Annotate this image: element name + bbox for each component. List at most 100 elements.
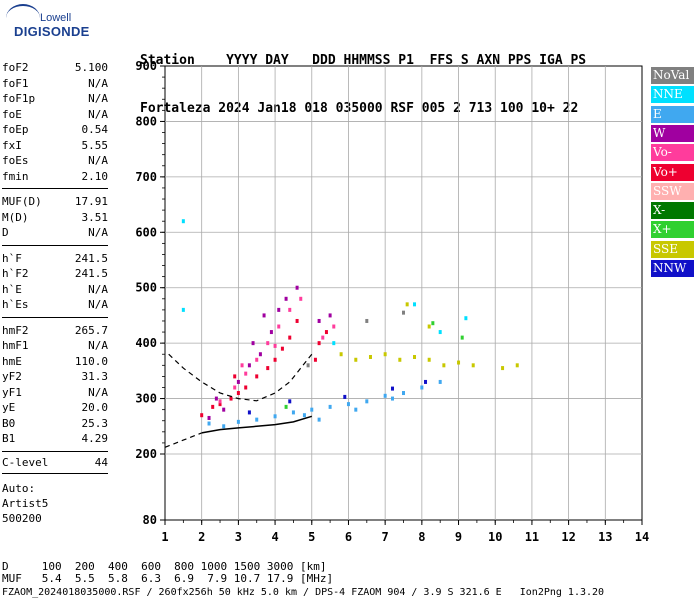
logo-arc <box>6 4 40 32</box>
echo-point-sse <box>405 302 409 307</box>
param-row-foes: foEs N/A <box>2 153 108 168</box>
param-row-fof2: foF2 5.100 <box>2 60 108 75</box>
echo-point-w <box>251 341 255 346</box>
echo-point-e <box>402 391 405 396</box>
param-key: foEs <box>2 154 29 167</box>
x-tick-label: 6 <box>345 530 352 544</box>
logo-digisonde: DIGISONDE <box>14 24 90 39</box>
legend-item-x-: X- <box>651 202 694 220</box>
echo-point-vo- <box>200 413 204 418</box>
echo-point-sse <box>427 324 431 329</box>
y-tick-label: 400 <box>135 336 157 350</box>
echo-point-e <box>291 410 295 415</box>
echo-point-w <box>317 318 321 323</box>
param-key: B0 <box>2 416 16 430</box>
param-row-ye: yE 20.0 <box>2 400 108 415</box>
legend-item-nne: NNE <box>651 86 694 104</box>
echo-point-w <box>328 313 332 318</box>
echo-point-e <box>222 424 226 429</box>
echo-point-w <box>284 296 288 301</box>
param-separator <box>2 188 108 189</box>
echo-point-x- <box>431 321 435 326</box>
x-tick-label: 3 <box>235 530 242 544</box>
echo-point-vo- <box>273 357 277 362</box>
echo-point-vo- <box>321 335 325 340</box>
echo-point-nne <box>332 341 336 346</box>
echo-point-x- <box>284 404 288 409</box>
param-value: N/A <box>88 385 108 399</box>
echo-point-e <box>328 404 332 409</box>
param-row-fxi: fxI 5.55 <box>2 138 108 153</box>
param-key: MUF(D) <box>2 195 42 208</box>
param-key: yF1 <box>2 385 22 399</box>
echo-point-e <box>310 407 314 412</box>
param-row-yf2: yF2 31.3 <box>2 369 108 384</box>
echo-point-sse <box>398 357 402 362</box>
param-row-hmf1: hmF1 N/A <box>2 338 108 353</box>
legend-item-vo-: Vo- <box>651 144 694 162</box>
echo-point-w <box>222 407 226 412</box>
param-value: 3.51 <box>81 210 109 224</box>
echo-point-vo- <box>299 296 303 301</box>
header-line1: Station YYYY DAY DDD HHMMSS P1 FFS S AXN… <box>140 53 587 68</box>
param-row-clevel: C-level 44 <box>2 455 108 470</box>
param-key: h`F2 <box>2 267 29 280</box>
echo-point-vo- <box>332 324 336 329</box>
param-value: 265.7 <box>74 323 108 337</box>
x-tick-label: 11 <box>525 530 539 544</box>
x-tick-label: 14 <box>635 530 649 544</box>
param-value: N/A <box>88 76 108 90</box>
echo-point-e <box>390 396 394 401</box>
legend-item-w: W <box>651 124 694 142</box>
echo-point-sse <box>339 352 343 357</box>
echo-point-vo- <box>295 318 299 323</box>
param-value: 2.10 <box>81 169 109 183</box>
param-value: 25.3 <box>81 416 109 430</box>
y-tick-label: 600 <box>135 225 157 239</box>
param-value: N/A <box>88 92 108 105</box>
x-tick-label: 10 <box>488 530 502 544</box>
param-row-h-e: h`E N/A <box>2 282 108 297</box>
echo-point-w <box>258 352 262 357</box>
param-value: 110.0 <box>74 354 108 368</box>
param-value: N/A <box>88 107 108 121</box>
param-key: h`F <box>2 251 22 265</box>
echo-point-vo- <box>244 385 248 390</box>
echo-point-w <box>247 363 251 368</box>
x-tick-label: 2 <box>198 530 205 544</box>
x-tick-label: 4 <box>271 530 278 544</box>
footer-distance: D 100 200 400 600 800 1000 1500 3000 [km… <box>2 560 327 573</box>
param-row-hme: hmE 110.0 <box>2 354 108 369</box>
param-value: 5.55 <box>81 138 109 152</box>
echo-point-x- <box>460 335 464 340</box>
auto-line1: Auto: <box>2 481 36 495</box>
legend-item-e: E <box>651 105 694 123</box>
echo-point-sse <box>368 355 372 359</box>
data-points <box>181 219 519 429</box>
echo-point-e <box>317 417 321 422</box>
echo-point-nne <box>413 302 417 307</box>
param-row-hmf2: hmF2 265.7 <box>2 323 108 338</box>
y-tick-label: 300 <box>135 392 157 406</box>
echo-point-w <box>236 379 240 384</box>
echo-point-w <box>277 307 281 312</box>
echo-point-e <box>365 399 369 404</box>
echo-point-sse <box>501 366 505 371</box>
echo-point-nne <box>438 330 442 335</box>
param-value: N/A <box>88 226 108 239</box>
echo-point-nnw <box>288 399 292 404</box>
header-line2: Fortaleza 2024 Jan18 018 035000 RSF 005 … <box>140 101 579 116</box>
echo-point-e <box>236 419 240 424</box>
echo-point-sse <box>413 355 417 359</box>
legend-item-ssw: SSW <box>651 182 694 200</box>
y-tick-label: 700 <box>135 170 157 184</box>
header: Station YYYY DAY DDD HHMMSS P1 FFS S AXN… <box>140 21 586 133</box>
echo-point-vo- <box>218 402 222 407</box>
echo-point-w <box>269 330 273 335</box>
x-tick-label: 8 <box>418 530 425 544</box>
echo-point-vo- <box>211 404 215 409</box>
y-tick-label: 200 <box>135 447 157 461</box>
echo-point-vo- <box>288 335 292 340</box>
echo-point-sse <box>442 363 446 368</box>
